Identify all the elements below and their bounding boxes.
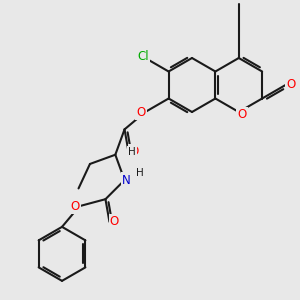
Text: O: O	[110, 215, 119, 228]
Text: O: O	[136, 106, 146, 118]
Text: H: H	[136, 168, 143, 178]
Text: O: O	[286, 79, 295, 92]
Text: H: H	[128, 147, 136, 157]
Text: Cl: Cl	[137, 50, 149, 62]
Text: O: O	[71, 200, 80, 213]
Text: O: O	[237, 109, 246, 122]
Text: O: O	[129, 146, 138, 158]
Text: N: N	[122, 174, 131, 187]
